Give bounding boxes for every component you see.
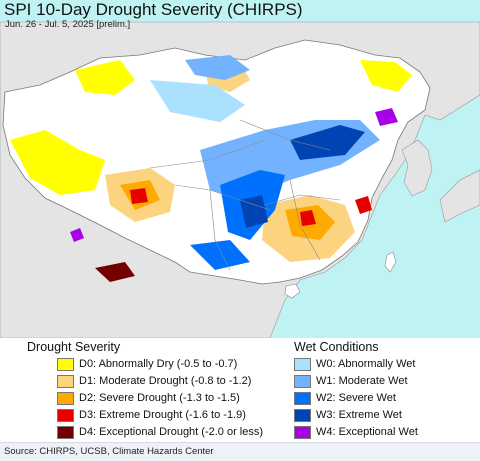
d3-area-coast <box>355 196 372 214</box>
w4-area-west <box>70 228 84 242</box>
d0-label: D0: Abnormally Dry (-0.5 to -0.7) <box>79 358 238 370</box>
map-subtitle: Jun. 26 - Jul. 5, 2025 [prelim.] <box>5 19 131 30</box>
legend-item-w3: W3: Extreme Wet <box>294 408 402 422</box>
d3-area-south <box>300 210 316 226</box>
w1-label: W1: Moderate Wet <box>316 375 408 387</box>
province-borders <box>149 119 341 271</box>
source-text: Source: CHIRPS, UCSB, Climate Hazards Ce… <box>4 446 214 457</box>
legend-item-w4: W4: Exceptional Wet <box>294 425 418 439</box>
d3-area-tibet <box>130 188 148 204</box>
source-footer: Source: CHIRPS, UCSB, Climate Hazards Ce… <box>0 442 480 461</box>
legend-item-w0: W0: Abnormally Wet <box>294 357 415 371</box>
wet-legend-title: Wet Conditions <box>294 340 379 354</box>
w0-label: W0: Abnormally Wet <box>316 358 416 370</box>
d0-area-northeast <box>360 60 412 92</box>
w1-area-mongolia <box>185 55 250 80</box>
legend-item-d2: D2: Severe Drought (-1.3 to -1.5) <box>57 391 240 405</box>
legend-item-w2: W2: Severe Wet <box>294 391 396 405</box>
w3-swatch <box>294 408 311 422</box>
legend-item-d3: D3: Extreme Drought (-1.6 to -1.9) <box>57 408 246 422</box>
legend-item-w1: W1: Moderate Wet <box>294 374 408 388</box>
legend-item-d1: D1: Moderate Drought (-0.8 to -1.2) <box>57 374 251 388</box>
w0-swatch <box>294 357 311 371</box>
d0-area-north <box>75 60 135 95</box>
w3-label: W3: Extreme Wet <box>316 409 402 421</box>
w2-label: W2: Severe Wet <box>316 392 396 404</box>
korea-land <box>401 139 433 197</box>
wet-areas <box>70 55 398 270</box>
d3-label: D3: Extreme Drought (-1.6 to -1.9) <box>79 409 246 421</box>
d0-swatch <box>57 357 74 371</box>
w3-area-north <box>290 125 365 160</box>
legend: Drought Severity Wet Conditions D0: Abno… <box>0 338 480 442</box>
w1-swatch <box>294 374 311 388</box>
legend-item-d0: D0: Abnormally Dry (-0.5 to -0.7) <box>57 357 237 371</box>
w3-area-central <box>240 195 268 228</box>
w2-swatch <box>294 391 311 405</box>
w0-area-north <box>150 80 245 122</box>
drought-legend-title: Drought Severity <box>27 340 121 354</box>
d2-swatch <box>57 391 74 405</box>
w4-label: W4: Exceptional Wet <box>316 426 418 438</box>
japan-land <box>439 169 480 223</box>
w2-area-southwest <box>190 240 250 270</box>
taiwan-land <box>384 251 397 273</box>
d0-area-west <box>10 130 105 195</box>
hainan-land <box>284 283 301 299</box>
legend-item-d4: D4: Exceptional Drought (-2.0 or less) <box>57 425 263 439</box>
drought-map <box>0 0 480 338</box>
d1-label: D1: Moderate Drought (-0.8 to -1.2) <box>79 375 252 387</box>
d4-swatch <box>57 425 74 439</box>
d2-label: D2: Severe Drought (-1.3 to -1.5) <box>79 392 240 404</box>
w4-swatch <box>294 425 311 439</box>
map-title: SPI 10-Day Drought Severity (CHIRPS) <box>4 0 303 19</box>
d3-swatch <box>57 408 74 422</box>
d1-swatch <box>57 374 74 388</box>
d4-area-southwest <box>95 262 135 282</box>
w4-area-northeast <box>375 108 398 126</box>
d4-label: D4: Exceptional Drought (-2.0 or less) <box>79 426 264 438</box>
